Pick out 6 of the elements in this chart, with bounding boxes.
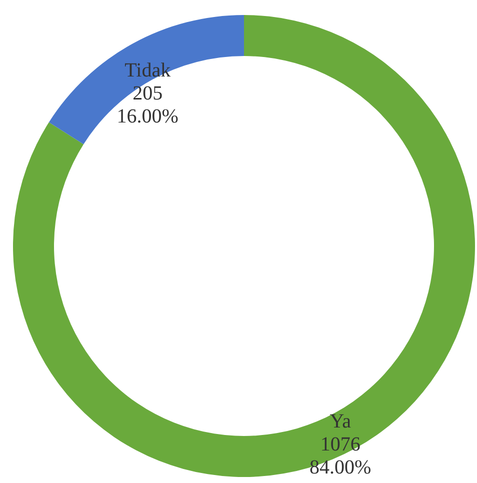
- data-label: 205 16.00%: [116, 82, 178, 128]
- data-label: 1076 84.00%: [310, 433, 372, 478]
- donut-slice: [48, 15, 244, 144]
- slice-label: Tidak: [124, 60, 171, 82]
- donut-slice: [13, 15, 475, 477]
- slice-label: Ya: [330, 410, 352, 432]
